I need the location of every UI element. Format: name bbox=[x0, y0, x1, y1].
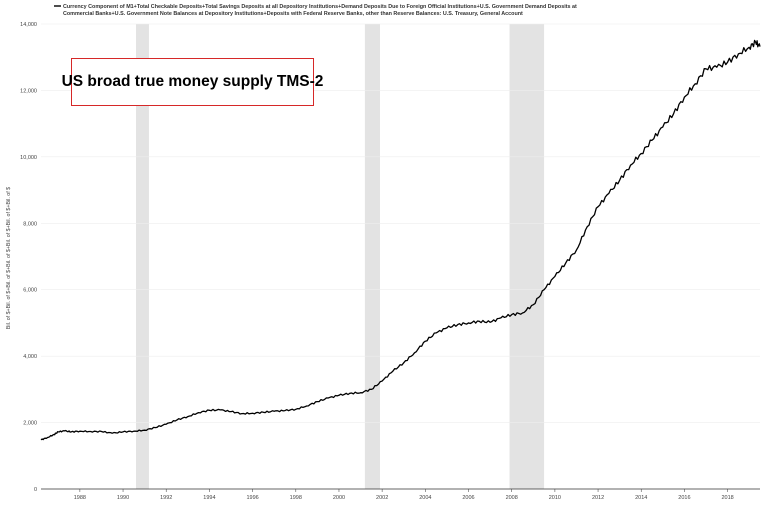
y-tick-label: 14,000 bbox=[20, 22, 37, 28]
legend: Currency Component of M1+Total Checkable… bbox=[54, 4, 577, 17]
x-tick-label: 2014 bbox=[635, 495, 647, 501]
legend-label-line-1: Currency Component of M1+Total Checkable… bbox=[63, 4, 577, 10]
x-tick-label: 1990 bbox=[117, 495, 129, 501]
x-tick-label: 1992 bbox=[160, 495, 172, 501]
y-tick-label: 4,000 bbox=[23, 354, 37, 360]
x-axis-ticks: 1988 1990 1992 1994 1996 1998 2000 2002 2004 2006… bbox=[74, 489, 734, 501]
y-tick-label: 8,000 bbox=[23, 221, 37, 227]
title-box: US broad true money supply TMS-2 bbox=[62, 58, 323, 106]
x-tick-label: 2004 bbox=[419, 495, 431, 501]
x-tick-label: 2008 bbox=[506, 495, 518, 501]
x-tick-label: 2012 bbox=[592, 495, 604, 501]
x-tick-label: 2006 bbox=[462, 495, 474, 501]
x-tick-label: 2018 bbox=[721, 495, 733, 501]
y-tick-label: 2,000 bbox=[23, 421, 37, 427]
recession-band bbox=[509, 24, 545, 489]
recession-band bbox=[364, 24, 380, 489]
y-axis-label: Bil. of $+Bil. of $+Bil. of $+Bil. of $+… bbox=[6, 187, 12, 329]
series-line bbox=[40, 39, 761, 441]
x-tick-label: 1998 bbox=[290, 495, 302, 501]
x-tick-label: 2010 bbox=[549, 495, 561, 501]
series bbox=[40, 39, 761, 441]
x-tick-label: 2002 bbox=[376, 495, 388, 501]
chart-title: US broad true money supply TMS-2 bbox=[61, 73, 324, 90]
recession-shading bbox=[136, 24, 545, 489]
x-tick-label: 1994 bbox=[203, 495, 215, 501]
legend-label-line-2: Commercial Banks+U.S. Government Note Ba… bbox=[63, 11, 523, 17]
x-tick-label: 2000 bbox=[333, 495, 345, 501]
x-tick-label: 1988 bbox=[74, 495, 86, 501]
recession-band bbox=[136, 24, 149, 489]
y-tick-label: 0 bbox=[34, 487, 37, 493]
y-tick-label: 6,000 bbox=[23, 288, 37, 294]
x-tick-label: 1996 bbox=[246, 495, 258, 501]
y-tick-label: 10,000 bbox=[20, 155, 37, 161]
x-tick-label: 2016 bbox=[678, 495, 690, 501]
y-tick-label: 12,000 bbox=[20, 88, 37, 94]
y-axis-ticks: 0 2,000 4,000 6,000 8,000 10,000 12,000 14,000 bbox=[20, 22, 37, 493]
